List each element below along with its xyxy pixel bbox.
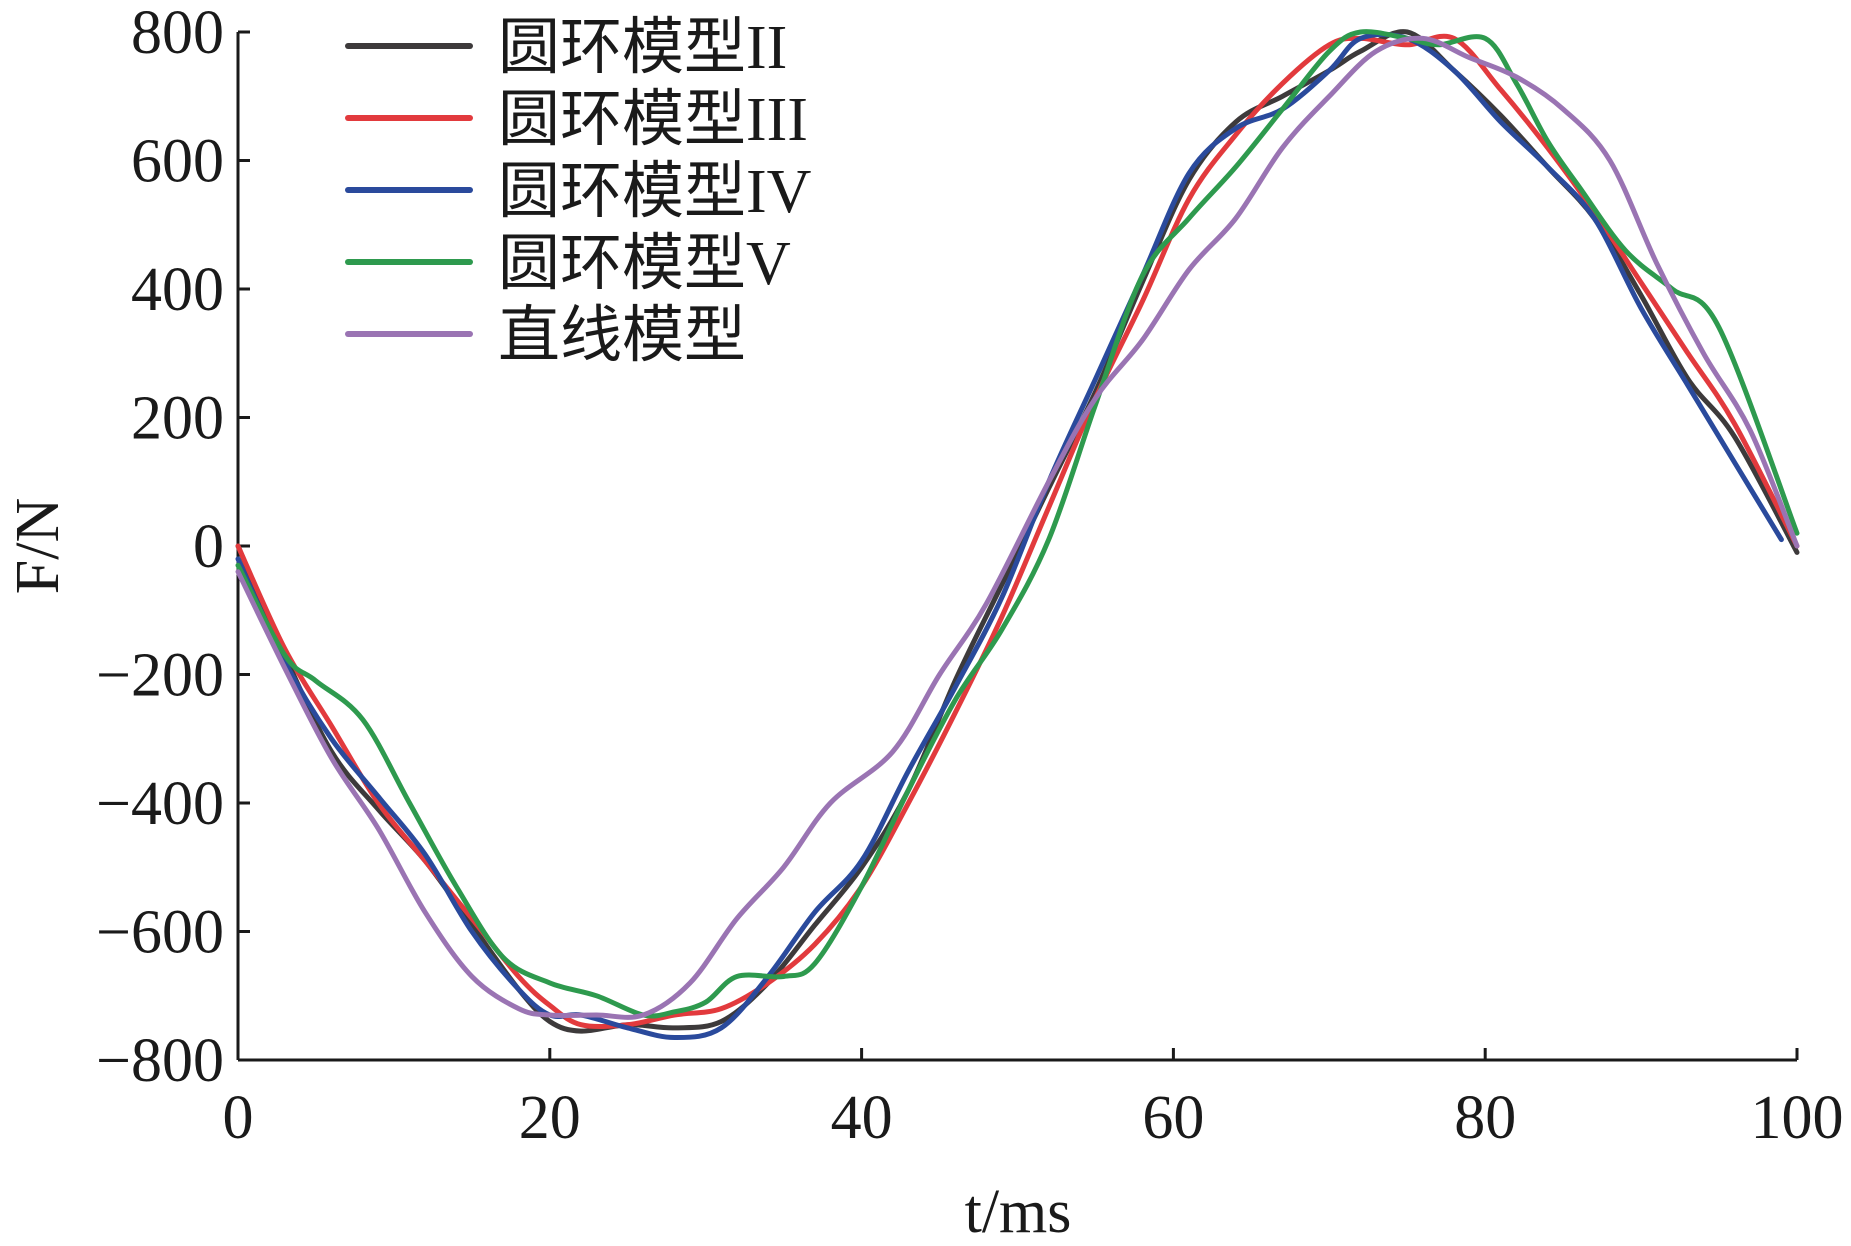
y-tick-label: −200 xyxy=(96,642,224,710)
y-tick-label: −400 xyxy=(96,770,224,838)
x-tick-label: 80 xyxy=(1454,1084,1516,1152)
legend-label-4: 圆环模型V xyxy=(498,230,791,298)
y-tick-label: 400 xyxy=(131,256,224,324)
x-tick-label: 40 xyxy=(831,1084,893,1152)
x-tick-label: 0 xyxy=(223,1084,254,1152)
y-tick-label: 600 xyxy=(131,128,224,196)
y-tick-label: 0 xyxy=(193,513,224,581)
x-tick-label: 20 xyxy=(519,1084,581,1152)
y-axis-title: F/N xyxy=(4,498,72,594)
legend-label-3: 圆环模型IV xyxy=(498,158,812,226)
series-line-3 xyxy=(235,31,1784,1041)
x-tick-label: 60 xyxy=(1142,1084,1204,1152)
legend-label-1: 圆环模型II xyxy=(498,14,787,82)
x-ticks: 0 20 40 60 80 100 xyxy=(223,1048,1844,1152)
legend-label-5: 直线模型 xyxy=(498,302,746,370)
x-tick-label: 100 xyxy=(1751,1084,1844,1152)
series-line-4 xyxy=(235,29,1800,1019)
x-axis-title: t/ms xyxy=(965,1178,1072,1246)
series-line-5 xyxy=(235,35,1800,1020)
legend-label-2: 圆环模型III xyxy=(498,86,808,154)
y-tick-label: −600 xyxy=(96,899,224,967)
y-ticks: 800 600 400 200 0 −200 −400 −600 −800 xyxy=(96,0,250,1095)
y-tick-label: −800 xyxy=(96,1027,224,1095)
y-tick-label: 200 xyxy=(131,385,224,453)
series-group xyxy=(235,29,1800,1041)
y-tick-label: 800 xyxy=(131,0,224,67)
